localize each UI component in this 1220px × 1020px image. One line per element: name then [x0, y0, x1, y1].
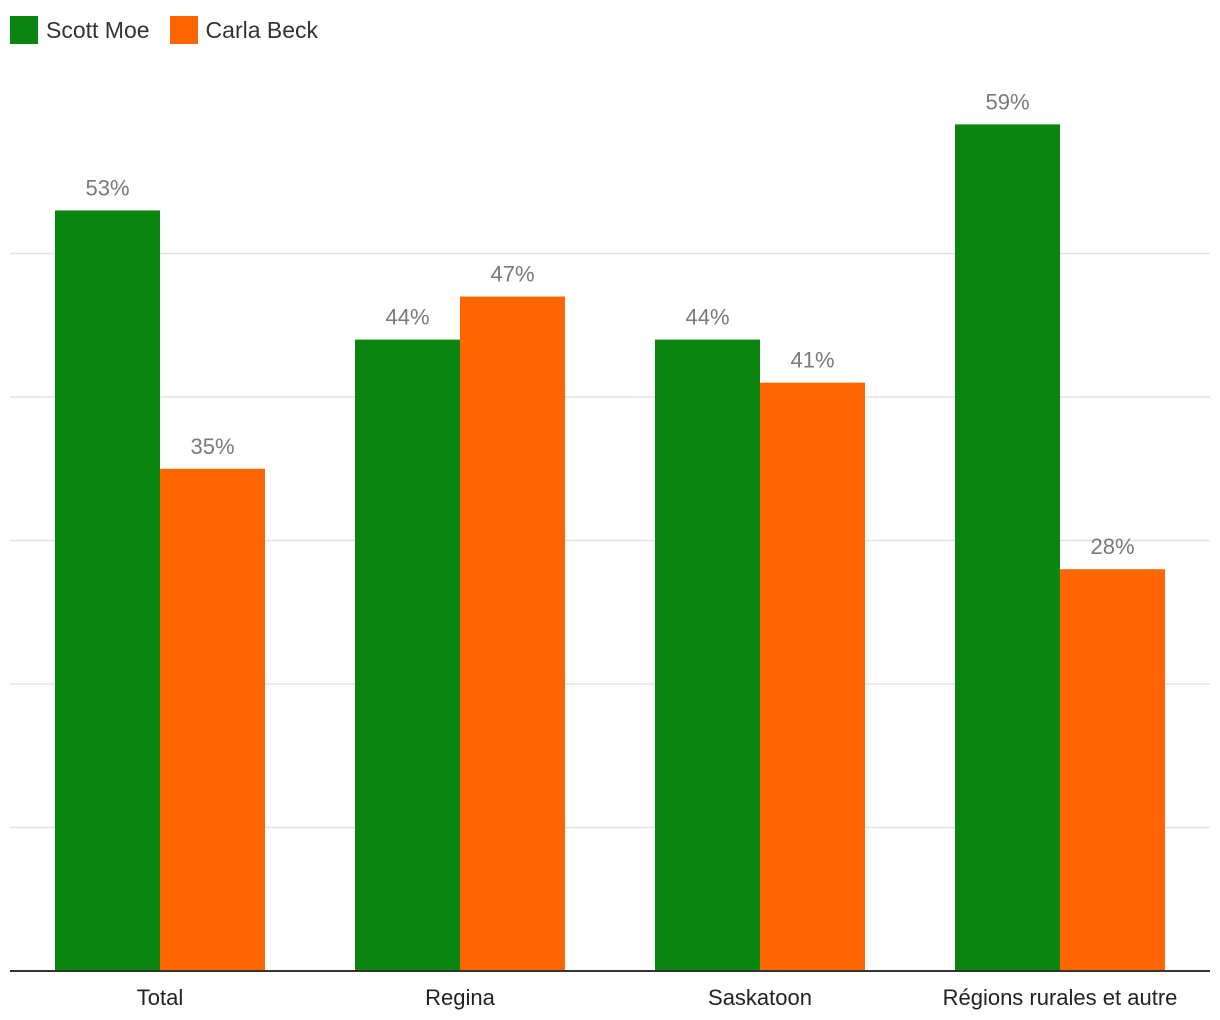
bar-carla-beck: [160, 468, 265, 971]
x-tick-label: Saskatoon: [708, 985, 812, 1010]
data-label-carla-beck: 35%: [190, 434, 234, 459]
bar-scott-moe: [355, 339, 460, 972]
x-tick-label: Total: [137, 985, 183, 1010]
data-label-scott-moe: 59%: [985, 89, 1029, 114]
bar-scott-moe: [955, 124, 1060, 972]
data-label-carla-beck: 47%: [490, 262, 534, 287]
x-tick-label: Régions rurales et autre: [943, 985, 1178, 1010]
data-label-scott-moe: 44%: [685, 305, 729, 330]
legend-swatch-scott-moe: [10, 16, 38, 44]
bar-carla-beck: [760, 382, 865, 971]
legend-item-carla-beck[interactable]: Carla Beck: [169, 16, 319, 44]
bar-scott-moe: [655, 339, 760, 972]
legend-label-carla-beck: Carla Beck: [205, 16, 319, 43]
legend-label-scott-moe: Scott Moe: [46, 16, 150, 43]
bar-scott-moe: [55, 210, 160, 971]
bar-carla-beck: [460, 296, 565, 971]
data-label-carla-beck: 41%: [790, 348, 834, 373]
legend-item-scott-moe[interactable]: Scott Moe: [10, 16, 150, 44]
legend-swatch-carla-beck: [169, 16, 198, 44]
data-label-scott-moe: 53%: [85, 175, 129, 200]
bar-carla-beck: [1060, 569, 1165, 971]
legend: Scott Moe Carla Beck: [10, 16, 318, 44]
data-label-carla-beck: 28%: [1090, 534, 1134, 559]
data-label-scott-moe: 44%: [385, 305, 429, 330]
x-tick-label: Regina: [425, 985, 495, 1010]
